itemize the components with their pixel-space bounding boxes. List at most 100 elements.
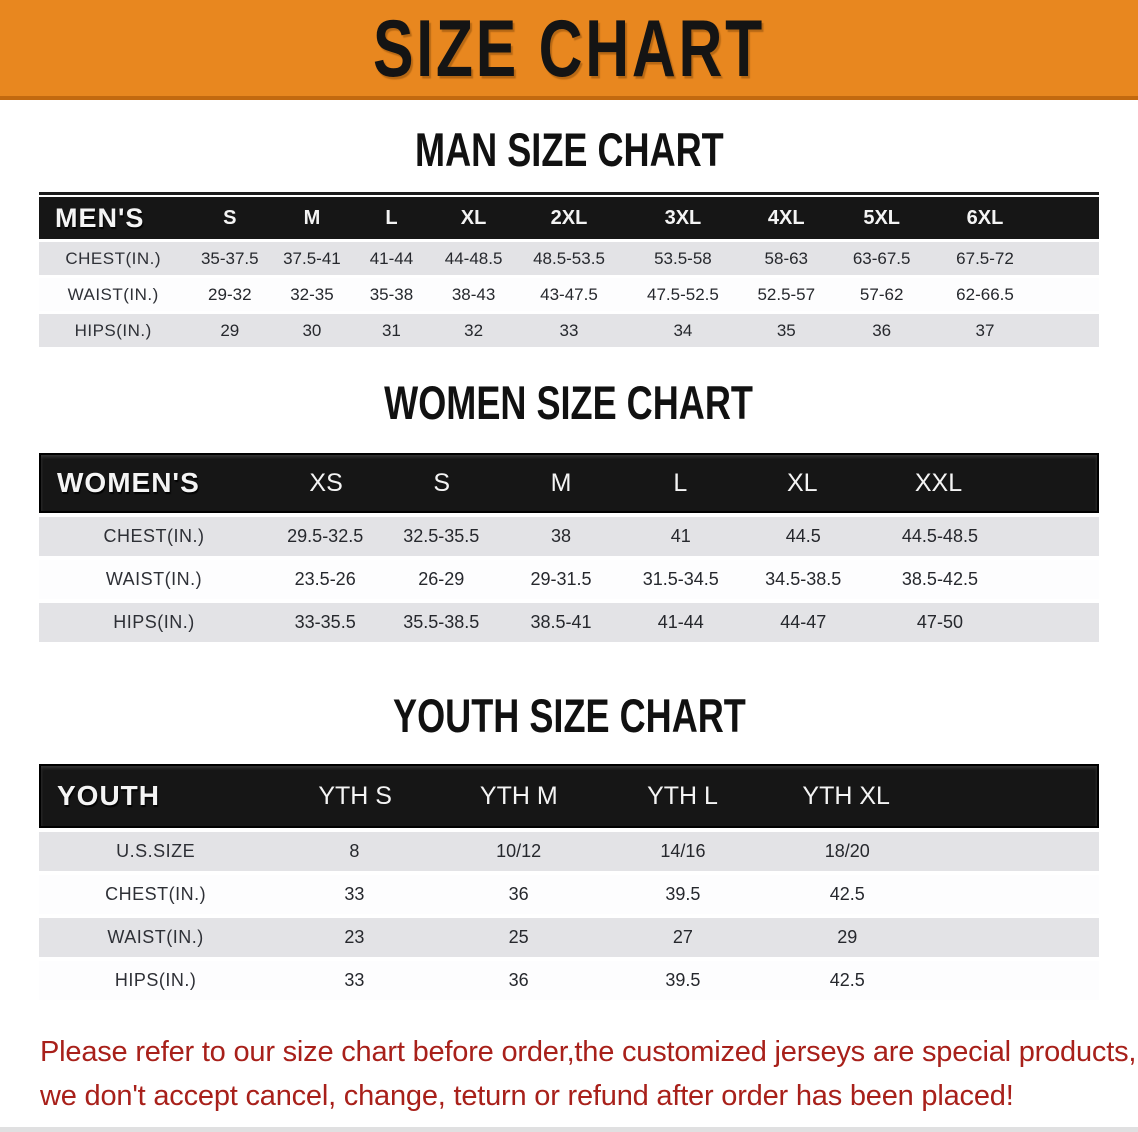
value-cell: 32-35 (290, 284, 334, 304)
value-cell: 38.5-41 (530, 612, 592, 632)
row-label: WAIST(IN.) (67, 284, 159, 304)
disclaimer-line-2: we don't accept cancel, change, teturn o… (40, 1080, 1014, 1112)
value-cell: 53.5-58 (654, 248, 712, 268)
table-row: CHEST(IN.) 33 36 39.5 42.5 (39, 875, 1099, 914)
value-cell: 36 (872, 320, 892, 340)
value-cell: 29 (837, 927, 858, 947)
value-cell: 37 (975, 320, 995, 340)
table-header-row: MEN'S S M L XL 2XL 3XL 4XL 5XL 6XL (39, 197, 1099, 239)
table-header-label: YOUTH (57, 780, 160, 811)
value-cell: 42.5 (829, 884, 865, 904)
value-cell: 52.5-57 (757, 284, 816, 304)
table-header-row: WOMEN'S XS S M L XL XXL (39, 453, 1099, 513)
value-cell: 67.5-72 (956, 248, 1014, 268)
table-row: U.S.SIZE 8 10/12 14/16 18/20 (39, 832, 1099, 871)
table-row: WAIST(IN.) 29-32 32-35 35-38 38-43 43-47.5 47.… (39, 278, 1099, 311)
value-cell: 47-50 (916, 612, 963, 632)
row-label: WAIST(IN.) (107, 927, 204, 947)
table-row: HIPS(IN.) 29 30 31 32 33 34 35 36 37 (39, 314, 1099, 347)
table-top-rule (39, 192, 1099, 195)
value-cell: 27 (672, 927, 693, 947)
table-row: WAIST(IN.) 23.5-26 26-29 29-31.5 31.5-34.5 34… (39, 560, 1099, 599)
value-cell: 23.5-26 (294, 569, 356, 589)
value-cell: 34 (673, 320, 693, 340)
value-cell: 41-44 (657, 612, 704, 632)
value-cell: 63-67.5 (852, 248, 911, 268)
size-column-header: 2XL (550, 206, 588, 229)
row-label: HIPS(IN.) (114, 970, 197, 990)
table-row: WAIST(IN.) 23 25 27 29 (39, 918, 1099, 957)
value-cell: 43-47.5 (540, 284, 598, 304)
value-cell: 62-66.5 (956, 284, 1014, 304)
value-cell: 41-44 (369, 248, 414, 268)
size-column-header: 4XL (767, 206, 805, 229)
bottom-edge-strip (0, 1127, 1138, 1132)
value-cell: 39.5 (665, 970, 701, 990)
size-column-header: XS (309, 468, 343, 497)
banner: SIZE CHART (0, 0, 1138, 100)
size-column-header: XL (787, 468, 818, 497)
size-column-header: 3XL (664, 206, 702, 229)
women-section-title: WOMEN SIZE CHART (384, 376, 754, 430)
women-size-table: WOMEN'S XS S M L XL XXL CHEST(IN.) 29.5-32.5 32.5… (39, 453, 1099, 642)
value-cell: 33 (344, 970, 365, 990)
value-cell: 37.5-41 (283, 248, 341, 268)
size-column-header: S (223, 206, 237, 229)
value-cell: 35-38 (369, 284, 414, 304)
value-cell: 32.5-35.5 (403, 526, 480, 546)
men-size-table: MEN'S S M L XL 2XL 3XL 4XL 5XL 6XL CHEST(IN.) 35-37… (39, 192, 1099, 347)
disclaimer-line-1: Please refer to our size chart before or… (40, 1036, 1137, 1068)
size-column-header: YTH XL (802, 781, 890, 810)
size-column-header: M (550, 468, 572, 497)
row-label: CHEST(IN.) (65, 248, 162, 268)
row-label: HIPS(IN.) (74, 320, 152, 340)
size-column-header: XL (460, 206, 487, 229)
value-cell: 39.5 (665, 884, 701, 904)
size-column-header: M (303, 206, 321, 229)
value-cell: 36 (508, 970, 529, 990)
value-cell: 44.5 (785, 526, 821, 546)
value-cell: 8 (349, 841, 360, 861)
size-column-header: 6XL (966, 206, 1004, 229)
page-title: SIZE CHART (373, 2, 765, 94)
value-cell: 57-62 (859, 284, 904, 304)
value-cell: 25 (508, 927, 529, 947)
value-cell: 29 (220, 320, 240, 340)
table-row: CHEST(IN.) 29.5-32.5 32.5-35.5 38 41 44.5 44.5… (39, 517, 1099, 556)
size-column-header: 5XL (863, 206, 901, 229)
value-cell: 58-63 (764, 248, 809, 268)
value-cell: 30 (302, 320, 322, 340)
row-label: CHEST(IN.) (105, 884, 207, 904)
men-section-title: MAN SIZE CHART (414, 123, 724, 177)
value-cell: 23 (344, 927, 365, 947)
value-cell: 14/16 (660, 841, 706, 861)
value-cell: 36 (508, 884, 529, 904)
size-column-header: L (673, 468, 688, 497)
table-row: HIPS(IN.) 33-35.5 35.5-38.5 38.5-41 41-44 44-… (39, 603, 1099, 642)
women-table-body: WOMEN'S XS S M L XL XXL CHEST(IN.) 29.5-32.5 32.5… (39, 453, 1099, 642)
table-header-label: WOMEN'S (57, 467, 200, 498)
youth-section-title: YOUTH SIZE CHART (392, 689, 746, 743)
value-cell: 44.5-48.5 (901, 526, 978, 546)
value-cell: 35 (776, 320, 796, 340)
value-cell: 44-48.5 (444, 248, 503, 268)
value-cell: 32 (464, 320, 484, 340)
value-cell: 33-35.5 (294, 612, 356, 632)
row-label: CHEST(IN.) (103, 526, 205, 546)
value-cell: 10/12 (496, 841, 542, 861)
value-cell: 41 (670, 526, 691, 546)
youth-size-table: YOUTH YTH S YTH M YTH L YTH XL U.S.SIZE 8 10/12… (39, 764, 1099, 1000)
value-cell: 42.5 (829, 970, 865, 990)
value-cell: 33 (559, 320, 579, 340)
size-column-header: YTH L (647, 781, 718, 810)
value-cell: 33 (344, 884, 365, 904)
row-label: U.S.SIZE (116, 841, 196, 861)
table-row: CHEST(IN.) 35-37.5 37.5-41 41-44 44-48.5 48.5… (39, 242, 1099, 275)
row-label: WAIST(IN.) (105, 569, 203, 589)
value-cell: 31 (381, 320, 401, 340)
value-cell: 35.5-38.5 (403, 612, 480, 632)
size-column-header: YTH S (318, 781, 392, 810)
value-cell: 35-37.5 (200, 248, 259, 268)
value-cell: 26-29 (418, 569, 465, 589)
